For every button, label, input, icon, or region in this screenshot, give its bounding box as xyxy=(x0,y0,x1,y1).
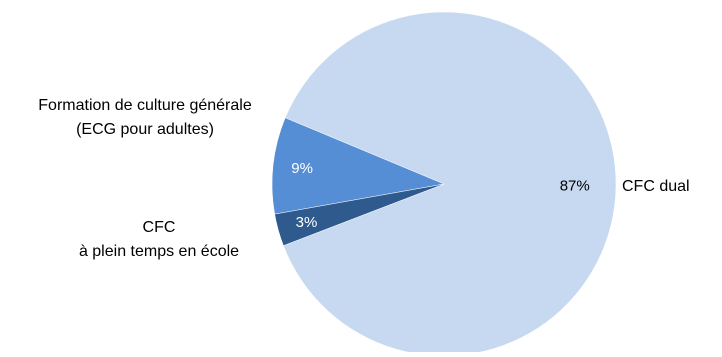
slice-value-label-1: 9% xyxy=(291,160,313,177)
label-line: CFC dual xyxy=(622,178,690,195)
legend-label-cfc-dual: CFC dual xyxy=(622,175,690,199)
slice-value-label-2: 3% xyxy=(296,214,318,231)
pie-slice-2 xyxy=(274,183,445,246)
legend-label-formation-culture-generale: Formation de culture générale (ECG pour … xyxy=(10,94,280,142)
label-line: à plein temps en école xyxy=(78,243,240,260)
label-line: (ECG pour adultes) xyxy=(76,121,214,138)
pie-slice-0 xyxy=(283,11,617,357)
slice-value-label-0: 87% xyxy=(560,177,590,194)
label-line: CFC xyxy=(142,219,176,236)
legend-label-cfc-plein-temps: CFC à plein temps en école xyxy=(56,216,262,264)
pie-slice-1 xyxy=(271,117,445,215)
label-line: Formation de culture générale xyxy=(38,97,252,114)
